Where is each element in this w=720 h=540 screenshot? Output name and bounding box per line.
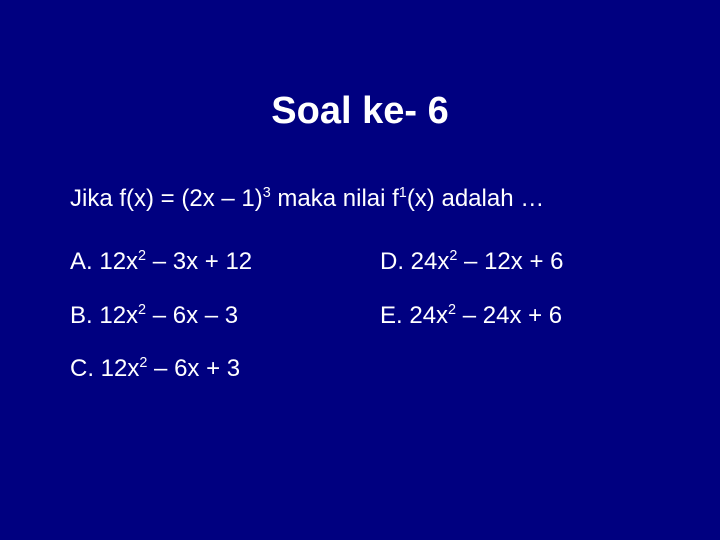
- option-e-label: E. 24x: [380, 302, 448, 329]
- slide-title: Soal ke- 6: [70, 90, 650, 133]
- option-e-tail: – 24x + 6: [456, 302, 562, 329]
- question-part-3: (x) adalah …: [407, 185, 544, 212]
- question-exponent-1: 3: [263, 185, 271, 201]
- question-part-1: Jika f(x) = (2x – 1): [70, 185, 263, 212]
- question-text: Jika f(x) = (2x – 1)3 maka nilai f1(x) a…: [70, 181, 650, 217]
- option-e: E. 24x2 – 24x + 6: [380, 299, 650, 333]
- option-b: B. 12x2 – 6x – 3: [70, 299, 340, 333]
- option-b-label: B. 12x: [70, 302, 138, 329]
- option-b-tail: – 6x – 3: [146, 302, 238, 329]
- option-c: C. 12x2 – 6x + 3: [70, 352, 340, 386]
- question-part-2: maka nilai f: [271, 185, 399, 212]
- question-exponent-2: 1: [399, 185, 407, 201]
- options-grid: A. 12x2 – 3x + 12 D. 24x2 – 12x + 6 B. 1…: [70, 245, 650, 386]
- option-d: D. 24x2 – 12x + 6: [380, 245, 650, 279]
- option-d-tail: – 12x + 6: [457, 248, 563, 275]
- option-e-exp: 2: [448, 302, 456, 318]
- option-a-exp: 2: [138, 248, 146, 264]
- option-d-label: D. 24x: [380, 248, 449, 275]
- slide: Soal ke- 6 Jika f(x) = (2x – 1)3 maka ni…: [0, 0, 720, 540]
- option-a: A. 12x2 – 3x + 12: [70, 245, 340, 279]
- option-b-exp: 2: [138, 302, 146, 318]
- option-a-label: A. 12x: [70, 248, 138, 275]
- option-a-tail: – 3x + 12: [146, 248, 252, 275]
- option-c-label: C. 12x: [70, 355, 139, 382]
- option-c-tail: – 6x + 3: [147, 355, 240, 382]
